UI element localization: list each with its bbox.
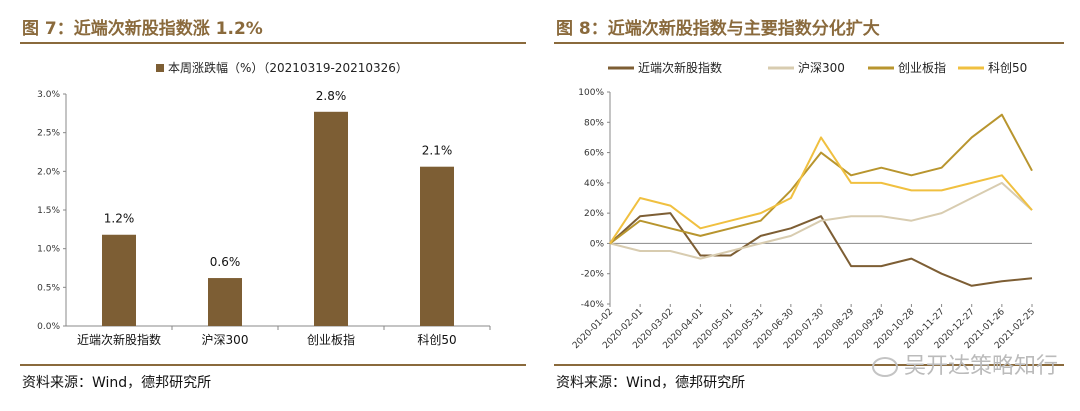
y-tick-label: 0.5% [37, 283, 60, 293]
bar [208, 278, 242, 326]
y-tick-label: 1.5% [37, 206, 60, 216]
right-chart-title: 图 8：近端次新股指数与主要指数分化扩大 [556, 19, 880, 39]
bar-data-label: 0.6% [210, 255, 241, 269]
right-title-rule [554, 42, 1064, 44]
y-tick-label: 100% [578, 88, 604, 98]
watermark-text: 吴开达策略知行 [903, 354, 1058, 379]
bar-chart: 本周涨跌幅（%）（20210319-20210326） 0.0% 0.5% 1.0% 1… [37, 60, 491, 347]
legend-swatch [156, 64, 164, 72]
left-source-note: 资料来源：Wind，德邦研究所 [22, 375, 212, 391]
x-category-label: 沪深300 [202, 333, 249, 347]
y-tick-label: 1.0% [37, 245, 60, 255]
y-tick-label: 3.0% [37, 90, 60, 100]
bar-data-label: 2.1% [422, 144, 453, 158]
bar-legend: 本周涨跌幅（%）（20210319-20210326） [156, 60, 408, 75]
watermark: 吴开达策略知行 [871, 348, 1058, 380]
y-tick-label: 20% [584, 209, 604, 219]
left-title-rule [20, 42, 526, 44]
y-tick-label: 2.5% [37, 129, 60, 139]
left-chart-title: 图 7：近端次新股指数涨 1.2% [22, 19, 263, 39]
left-bottom-rule [20, 364, 526, 366]
x-category-label: 科创50 [417, 333, 456, 347]
bar [314, 111, 348, 326]
line-legend: 近端次新股指数 沪深300 创业板指 科创50 [608, 60, 1027, 75]
wechat-icon [871, 357, 898, 377]
x-category-label: 近端次新股指数 [77, 332, 161, 347]
y-tick-label: 0% [590, 239, 605, 249]
legend-label: 近端次新股指数 [638, 60, 722, 75]
y-tick-label: 80% [584, 118, 604, 128]
series-line [609, 181, 1033, 260]
series-line [609, 212, 1033, 287]
bar-data-label: 2.8% [316, 89, 347, 103]
bar-data-label: 1.2% [104, 212, 135, 226]
y-tick-label: 2.0% [37, 167, 60, 177]
series-line [609, 136, 1033, 244]
y-tick-label: -40% [581, 300, 605, 310]
legend-label: 本周涨跌幅（%）（20210319-20210326） [168, 60, 408, 75]
legend-label: 沪深300 [798, 61, 845, 75]
legend-label: 科创50 [988, 61, 1027, 75]
y-tick-label: 0.0% [37, 322, 60, 332]
legend-label: 创业板指 [898, 60, 946, 75]
line-chart: 近端次新股指数 沪深300 创业板指 科创50 100% 80% 60% 40% 20% 0% -2… [571, 60, 1037, 351]
right-source-note: 资料来源：Wind，德邦研究所 [556, 375, 746, 391]
y-tick-label: 60% [584, 149, 604, 159]
x-category-label: 创业板指 [307, 332, 355, 347]
bar [102, 234, 136, 326]
bar [420, 166, 454, 326]
y-tick-label: 40% [584, 179, 604, 189]
y-tick-label: -20% [581, 270, 605, 280]
series-line [609, 113, 1033, 245]
right-bottom-rule [554, 364, 1064, 366]
